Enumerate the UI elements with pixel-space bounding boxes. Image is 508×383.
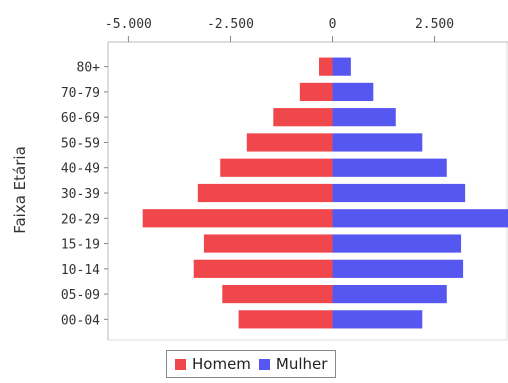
category-label: 40-49 [61, 162, 100, 177]
legend-swatch-homem [175, 358, 186, 370]
bar-mulher-00-04 [332, 310, 423, 329]
category-label: 20-29 [61, 212, 100, 227]
x-tick-label: -2.500 [207, 17, 254, 32]
legend: Homem Mulher [166, 350, 337, 378]
y-axis-title: Faixa Etária [11, 146, 29, 234]
category-label: 15-19 [61, 238, 100, 253]
x-tick-label: 0 [329, 17, 337, 32]
legend-label-mulher: Mulher [275, 355, 328, 373]
bar-mulher-80+ [332, 57, 351, 76]
bar-homem-20-29 [142, 209, 333, 228]
x-tick-label: -5.000 [105, 17, 152, 32]
category-label: 50-59 [61, 136, 100, 151]
bar-mulher-10-14 [332, 259, 464, 278]
category-label: 05-09 [61, 288, 100, 303]
bar-mulher-30-39 [332, 183, 466, 203]
x-tick-label: 2.500 [415, 17, 454, 32]
category-label: 70-79 [61, 86, 100, 101]
category-label: 00-04 [61, 313, 100, 328]
category-label: 30-39 [61, 187, 100, 202]
bar-mulher-40-49 [332, 158, 447, 177]
category-label: 10-14 [61, 263, 100, 278]
bar-mulher-20-29 [332, 209, 508, 228]
category-label: 60-69 [61, 111, 100, 126]
legend-item-mulher: Mulher [258, 355, 328, 373]
bar-homem-60-69 [273, 108, 333, 127]
bar-mulher-15-19 [332, 234, 462, 253]
bar-homem-40-49 [220, 158, 333, 177]
category-label: 80+ [77, 61, 101, 76]
bar-homem-05-09 [222, 284, 333, 304]
bar-homem-15-19 [203, 234, 333, 253]
legend-item-homem: Homem [175, 355, 251, 373]
bar-mulher-70-79 [332, 82, 374, 102]
bar-mulher-50-59 [332, 133, 423, 152]
bar-homem-30-39 [197, 183, 333, 203]
bar-mulher-60-69 [332, 108, 396, 127]
bar-homem-00-04 [238, 310, 333, 329]
bar-homem-10-14 [193, 259, 333, 278]
bar-homem-80+ [319, 57, 333, 76]
bar-homem-70-79 [299, 82, 333, 102]
legend-label-homem: Homem [192, 355, 251, 373]
bar-homem-50-59 [246, 133, 333, 152]
bar-mulher-05-09 [332, 284, 447, 304]
legend-swatch-mulher [258, 358, 270, 370]
